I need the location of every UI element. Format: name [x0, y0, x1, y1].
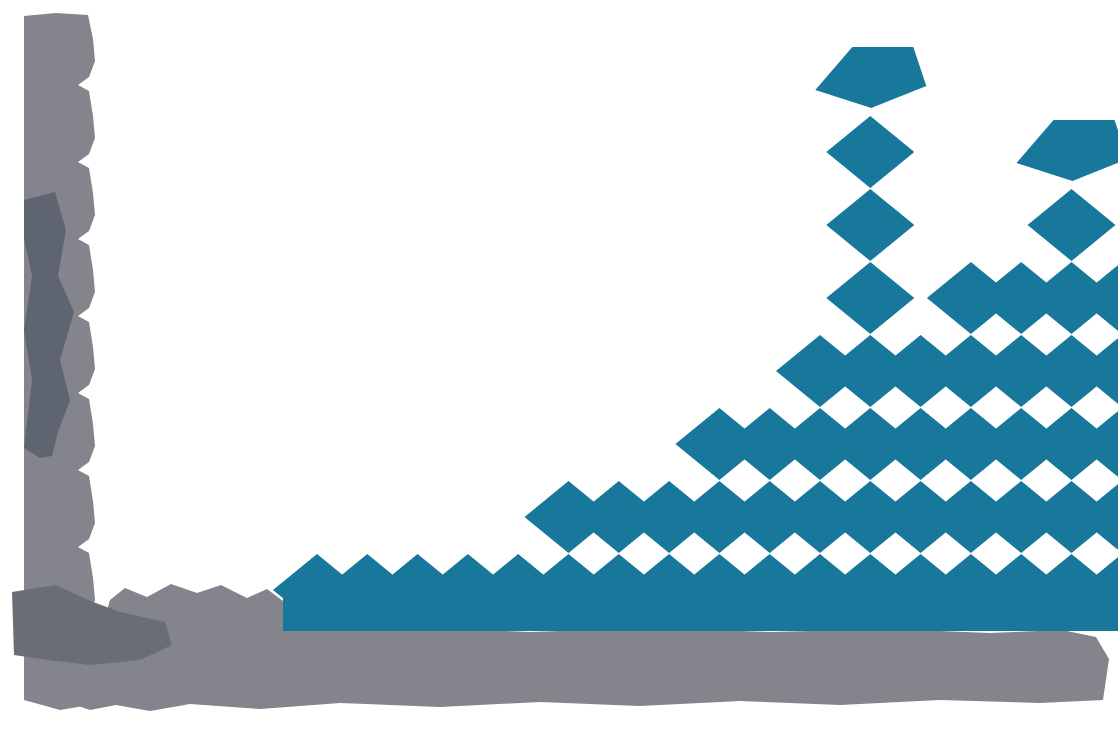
diamond-marker — [776, 335, 864, 407]
diamond-marker-partial — [815, 47, 927, 108]
diamond-marker — [423, 554, 512, 626]
diamond-marker — [675, 481, 764, 553]
diamond-marker — [926, 335, 1015, 407]
diamond-marker — [826, 189, 915, 261]
diamond-marker — [1077, 338, 1118, 404]
marker-column — [926, 262, 1015, 626]
diamond-marker — [876, 408, 965, 480]
diamond-marker — [1027, 262, 1116, 334]
x-axis-label-band — [60, 584, 1109, 711]
diamond-marker — [323, 554, 412, 626]
diamond-marker — [876, 481, 965, 553]
diamond-marker — [1077, 557, 1118, 623]
marker-column — [474, 554, 563, 626]
diamond-marker — [776, 554, 864, 626]
diamond-marker — [1077, 411, 1118, 477]
diamond-marker — [574, 554, 663, 626]
diamond-marker — [926, 408, 1015, 480]
marker-column — [776, 335, 864, 626]
diamond-marker — [926, 554, 1015, 626]
diamond-marker — [926, 262, 1015, 334]
diamond-marker — [977, 262, 1066, 334]
marker-column — [574, 481, 663, 626]
diamond-marker — [574, 481, 663, 553]
diamond-marker — [1027, 189, 1116, 261]
diamond-marker-partial — [1016, 120, 1118, 181]
diamond-marker — [776, 481, 864, 553]
diamond-marker — [675, 554, 764, 626]
marker-column — [373, 554, 462, 626]
diamond-marker — [625, 554, 714, 626]
diamond-marker — [926, 481, 1015, 553]
x-axis-label-blob-left — [12, 585, 172, 665]
diamond-marker — [826, 481, 915, 553]
diamond-marker — [524, 554, 613, 626]
marker-column — [323, 554, 412, 626]
marker-column — [675, 408, 764, 626]
diamond-marker — [826, 408, 915, 480]
diamond-marker — [876, 554, 965, 626]
marker-column — [876, 335, 965, 626]
diamond-marker — [1077, 265, 1118, 331]
diamond-marker — [524, 481, 613, 553]
diamond-marker — [977, 554, 1066, 626]
marker-column — [1077, 265, 1118, 623]
diamond-marker — [1027, 335, 1116, 407]
diamond-marker — [725, 554, 814, 626]
marker-column — [1016, 120, 1118, 626]
diamond-marker — [977, 335, 1066, 407]
diamond-marker — [725, 408, 814, 480]
diamond-marker — [273, 554, 361, 626]
diamond-marker — [826, 335, 915, 407]
diamond-marker — [1027, 481, 1116, 553]
marker-column — [977, 262, 1066, 626]
diamond-marker — [977, 408, 1066, 480]
diamond-marker — [977, 481, 1066, 553]
marker-column — [725, 408, 814, 626]
y-axis-title-blob — [24, 192, 74, 458]
diamond-marker — [876, 335, 965, 407]
diamond-marker — [776, 408, 864, 480]
marker-column — [423, 554, 512, 626]
diamond-marker — [1027, 408, 1116, 480]
diamond-marker — [826, 116, 915, 188]
marker-column — [273, 554, 361, 626]
diamond-marker — [1077, 484, 1118, 550]
marker-column — [815, 47, 927, 626]
diamond-marker — [625, 481, 714, 553]
diamond-marker — [1027, 554, 1116, 626]
marker-column — [625, 481, 714, 626]
diamond-marker — [474, 554, 563, 626]
diamond-marker — [675, 408, 764, 480]
diamond-marker — [725, 481, 814, 553]
diamond-marker — [826, 554, 915, 626]
diamond-marker — [826, 262, 915, 334]
diamond-marker — [373, 554, 462, 626]
marker-column — [524, 481, 613, 626]
